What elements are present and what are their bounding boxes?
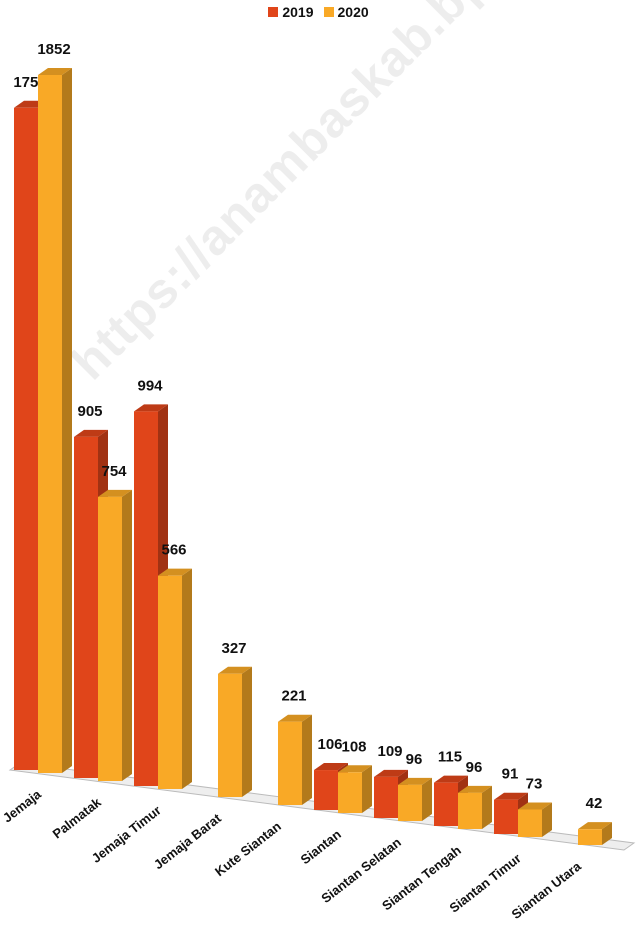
category-label-1: Palmatak: [50, 794, 105, 841]
bar-2020-jemaja: [38, 68, 72, 773]
data-label-2019-7: 115: [438, 749, 462, 766]
data-label-2019-2: 994: [137, 377, 163, 394]
legend-label-2019: 2019: [282, 4, 314, 20]
category-label-0: Jemaja: [0, 786, 44, 825]
bar-2020-kute-siantan: [278, 714, 312, 805]
data-label-2020-3: 327: [221, 640, 246, 657]
data-label-2020-2: 566: [161, 542, 186, 559]
category-label-8: Siantan Timur: [446, 851, 523, 916]
data-label-2020-6: 96: [406, 751, 423, 768]
legend-item-2019: 2019: [268, 4, 314, 20]
legend-swatch-2020: [323, 7, 334, 17]
bar-2020-siantan-timur: [518, 802, 552, 837]
data-label-2019-8: 91: [502, 766, 519, 783]
data-label-2019-1: 905: [77, 403, 102, 420]
bar-2020-siantan-selatan: [398, 777, 432, 821]
data-label-2020-0: 1852: [37, 41, 70, 58]
category-label-4: Kute Siantan: [212, 819, 284, 880]
data-label-2020-8: 73: [526, 775, 543, 792]
data-label-2020-1: 754: [101, 463, 127, 480]
data-label-2020-7: 96: [466, 759, 483, 776]
category-label-2: Jemaja Timur: [89, 803, 164, 866]
legend-item-2020: 2020: [323, 4, 369, 20]
data-label-2020-4: 221: [281, 688, 306, 705]
bar-2020-siantan: [338, 765, 372, 813]
bar-2020-palmatak: [98, 489, 132, 781]
bar-2020-jemaja-barat: [218, 666, 252, 797]
bar-2020-siantan-tengah: [458, 785, 492, 829]
legend-swatch-2019: [268, 7, 279, 17]
legend: 2019 2020: [0, 4, 637, 20]
data-label-2020-9: 42: [586, 795, 603, 812]
data-label-2019-5: 106: [317, 736, 342, 753]
bar-2020-jemaja-timur: [158, 568, 192, 789]
data-label-2019-6: 109: [377, 743, 402, 760]
category-label-5: Siantan: [298, 827, 344, 868]
data-label-2020-5: 108: [341, 738, 366, 755]
legend-label-2020: 2020: [337, 4, 369, 20]
bar-2020-siantan-utara: [578, 822, 612, 845]
category-label-3: Jemaja Barat: [151, 810, 225, 872]
category-label-9: Siantan Utara: [509, 858, 585, 922]
